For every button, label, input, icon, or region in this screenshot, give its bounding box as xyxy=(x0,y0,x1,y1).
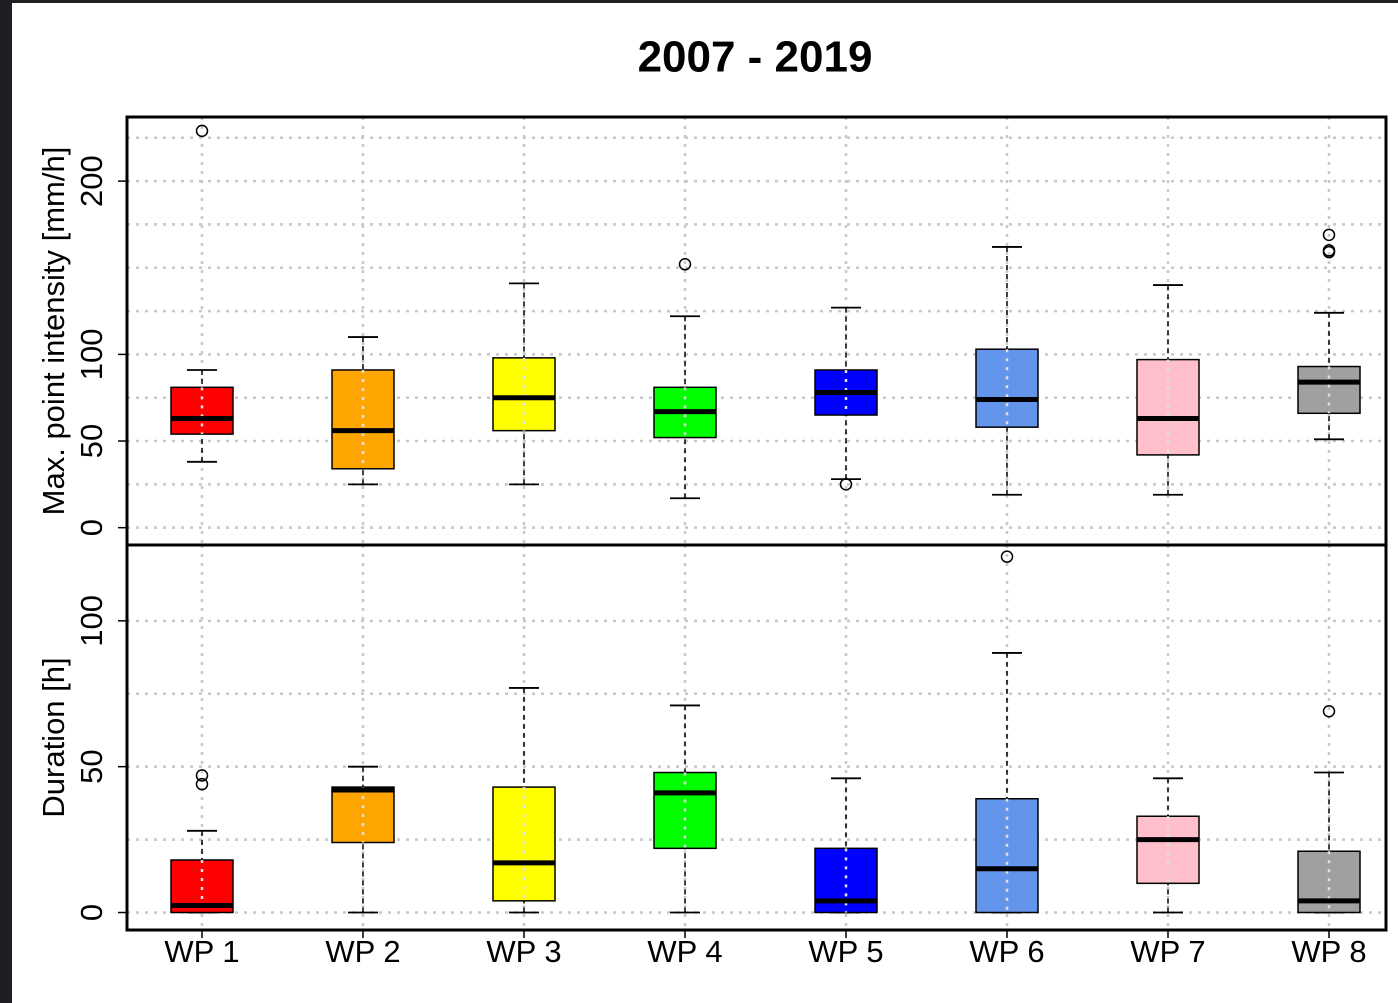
outlier xyxy=(1000,550,1014,563)
x-tick-label: WP 2 xyxy=(325,934,400,969)
outlier xyxy=(839,478,853,491)
y-axis-label: Max. point intensity [mm/h] xyxy=(36,147,71,516)
plot-frame xyxy=(125,543,1388,932)
outlier xyxy=(195,124,209,138)
box xyxy=(170,386,234,435)
x-tick-label: WP 5 xyxy=(808,934,883,969)
outlier xyxy=(678,258,692,271)
outlier xyxy=(1322,228,1336,242)
y-tick-label: 50 xyxy=(74,749,109,783)
y-tick-label: 200 xyxy=(74,155,109,207)
outlier xyxy=(195,769,209,782)
y-tick-label: 100 xyxy=(74,595,109,647)
x-tick-label: WP 3 xyxy=(486,934,561,969)
box xyxy=(1297,365,1361,415)
outlier xyxy=(1322,705,1336,718)
x-tick-label: WP 4 xyxy=(647,934,722,969)
x-tick-label: WP 6 xyxy=(969,934,1044,969)
y-tick-label: 100 xyxy=(74,329,109,381)
outlier xyxy=(1322,245,1336,259)
x-tick-label: WP 7 xyxy=(1130,934,1205,969)
chart-title: 2007 - 2019 xyxy=(638,33,873,82)
x-tick-label: WP 1 xyxy=(164,934,239,969)
x-tick-label: WP 8 xyxy=(1291,934,1366,969)
y-tick-label: 0 xyxy=(74,904,109,921)
outlier xyxy=(195,777,209,791)
y-tick-label: 0 xyxy=(74,519,109,536)
y-axis-label: Duration [h] xyxy=(36,657,71,817)
y-tick-label: 50 xyxy=(74,424,109,458)
